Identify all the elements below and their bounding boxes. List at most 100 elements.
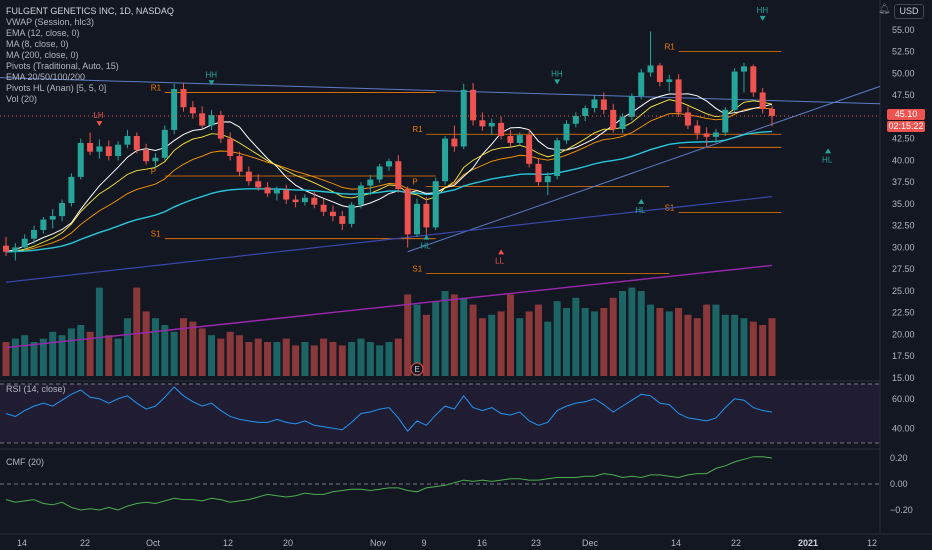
pivot-marker bbox=[759, 15, 766, 21]
candle-body bbox=[339, 216, 346, 224]
candle-body bbox=[236, 156, 243, 172]
pivot-level-label: R1 bbox=[151, 83, 162, 92]
time-tick-label: 12 bbox=[223, 538, 233, 548]
candle-body bbox=[507, 135, 514, 143]
candle-body bbox=[49, 216, 56, 220]
volume-bar bbox=[665, 311, 673, 376]
candle-body bbox=[544, 176, 551, 183]
volume-bar bbox=[338, 345, 346, 376]
price-tick-label: 15.00 bbox=[892, 373, 915, 383]
volume-bar bbox=[49, 331, 57, 376]
candle-body bbox=[404, 189, 411, 235]
volume-bar bbox=[740, 318, 748, 376]
price-tick-label: 17.50 bbox=[892, 351, 915, 361]
volume-bar bbox=[441, 291, 449, 376]
volume-bar bbox=[208, 335, 216, 376]
indicator-ma8[interactable]: MA (8, close, 0) bbox=[6, 39, 69, 49]
volume-bar bbox=[562, 308, 570, 376]
candle-body bbox=[460, 89, 467, 147]
volume-bar bbox=[198, 328, 206, 376]
price-tick-label: 42.50 bbox=[892, 134, 915, 144]
alert-bell-icon[interactable]: 🔔︎ bbox=[878, 4, 891, 15]
cmf-tick-label: 0.00 bbox=[890, 479, 908, 489]
candle-body bbox=[684, 112, 691, 126]
volume-bar bbox=[30, 342, 38, 376]
pivot-label: HL bbox=[420, 242, 431, 251]
volume-bar bbox=[95, 287, 103, 376]
indicator-ema12[interactable]: EMA (12, close, 0) bbox=[6, 28, 80, 38]
volume-bar bbox=[151, 318, 159, 376]
time-tick-label: 14 bbox=[671, 538, 681, 548]
volume-bar bbox=[292, 345, 300, 376]
candle-body bbox=[40, 219, 47, 230]
pivot-marker bbox=[825, 148, 832, 154]
rsi-tick-label: 60.00 bbox=[892, 394, 915, 404]
candle-body bbox=[217, 115, 224, 139]
ema-200-line bbox=[5, 264, 773, 349]
pivot-level-label: S1 bbox=[412, 265, 422, 274]
volume-bar bbox=[348, 342, 356, 376]
candle-body bbox=[740, 66, 747, 72]
pivot-level-label: P bbox=[151, 167, 156, 176]
candle-body bbox=[656, 65, 663, 82]
candle-body bbox=[59, 203, 66, 217]
volume-bar bbox=[516, 318, 524, 376]
volume-bar bbox=[768, 318, 776, 376]
candle-body bbox=[21, 238, 28, 248]
volume-bar bbox=[506, 294, 514, 376]
volume-bar bbox=[133, 287, 141, 376]
volume-bar bbox=[236, 335, 244, 376]
price-tick-label: 50.00 bbox=[892, 68, 915, 78]
ma-8-line bbox=[5, 93, 773, 253]
pivot-label: HH bbox=[206, 70, 218, 79]
candle-body bbox=[600, 99, 607, 110]
time-tick-label: 20 bbox=[283, 538, 293, 548]
volume-bar bbox=[693, 318, 701, 376]
indicator-volume[interactable]: Vol (20) bbox=[6, 94, 38, 104]
candle-body bbox=[87, 142, 94, 152]
volume-bar bbox=[189, 321, 197, 376]
volume-bar bbox=[301, 342, 309, 376]
time-tick-label: Oct bbox=[146, 538, 161, 548]
candle-body bbox=[255, 181, 262, 188]
candle-body bbox=[143, 149, 150, 162]
indicator-vwap[interactable]: VWAP (Session, hlc3) bbox=[6, 17, 95, 27]
candle-body bbox=[386, 161, 392, 167]
candle-body bbox=[470, 89, 477, 121]
volume-bar bbox=[404, 294, 412, 376]
indicator-pivots-hl[interactable]: Pivots HL (Anan) [5, 5, 0] bbox=[6, 83, 107, 93]
candle-body bbox=[3, 245, 9, 252]
pivot-label: HH bbox=[757, 6, 769, 15]
price-tick-label: 32.50 bbox=[892, 221, 915, 231]
price-tick-label: 27.50 bbox=[892, 264, 915, 274]
volume-bar bbox=[703, 304, 711, 376]
candle-body bbox=[526, 135, 533, 164]
candle-body bbox=[769, 108, 775, 116]
candle-body bbox=[329, 211, 336, 217]
candle-body bbox=[628, 95, 635, 117]
volume-bar bbox=[731, 314, 739, 376]
pivot-marker bbox=[208, 80, 215, 86]
time-tick-label: 12 bbox=[867, 538, 877, 548]
earnings-marker-label: E bbox=[415, 365, 420, 374]
candle-body bbox=[68, 176, 75, 204]
candle-body bbox=[133, 135, 140, 150]
volume-bar bbox=[310, 345, 318, 376]
price-tick-label: 47.50 bbox=[892, 90, 915, 100]
candle-body bbox=[591, 99, 598, 109]
pivot-marker bbox=[423, 234, 430, 240]
rsi-pane-label[interactable]: RSI (14, close) bbox=[6, 384, 66, 394]
volume-bar bbox=[432, 301, 440, 376]
indicator-pivots[interactable]: Pivots (Traditional, Auto, 15) bbox=[6, 61, 119, 71]
currency-badge[interactable]: USD bbox=[894, 4, 924, 19]
volume-bar bbox=[264, 342, 272, 376]
volume-bar bbox=[413, 304, 421, 376]
candle-body bbox=[273, 189, 280, 194]
time-tick-label: 2021 bbox=[798, 538, 818, 548]
indicator-ema-ribbon[interactable]: EMA 20/50/100/200 bbox=[6, 72, 86, 82]
candle-body bbox=[105, 146, 112, 156]
candle-body bbox=[189, 107, 196, 114]
indicator-ma200[interactable]: MA (200, close, 0) bbox=[6, 50, 79, 60]
symbol-title[interactable]: FULGENT GENETICS INC, 1D, NASDAQ bbox=[6, 6, 174, 16]
cmf-pane-label[interactable]: CMF (20) bbox=[6, 457, 44, 467]
